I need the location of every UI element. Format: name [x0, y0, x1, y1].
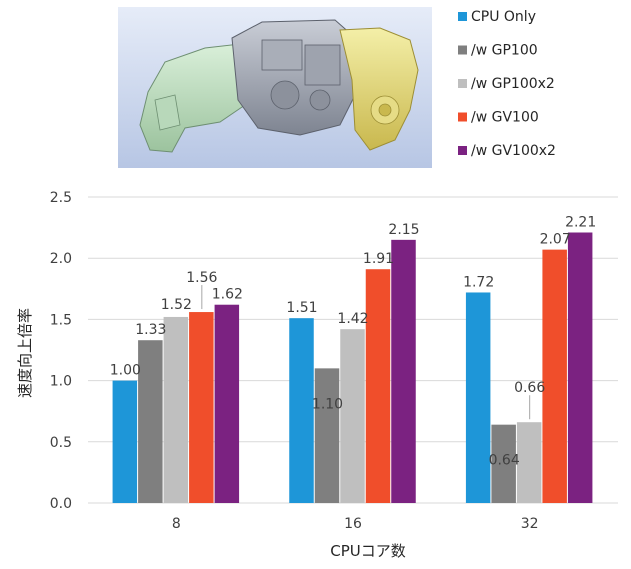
data-label: 2.07	[540, 232, 571, 248]
y-tick-label: 1.5	[50, 312, 72, 328]
y-tick-label: 2.5	[50, 190, 72, 206]
y-tick-label: 2.0	[50, 251, 72, 267]
y-axis-ticks: 0.0 0.5 1.0 1.5 2.0 2.5	[50, 190, 72, 512]
legend-label: /w GV100x2	[471, 143, 556, 159]
legend-swatch	[458, 79, 467, 88]
data-label: 1.91	[363, 251, 394, 267]
legend-swatch	[458, 112, 467, 122]
data-labels: 1.00 1.33 1.52 1.561.62 1.51 1.10 1.42 1.91 2.15…	[110, 214, 597, 468]
data-label: 1.56	[186, 270, 217, 286]
legend: CPU Only/w GP100/w GP100x2/w GV100/w GV1…	[458, 9, 556, 159]
bar	[340, 329, 365, 503]
legend-swatch	[458, 146, 467, 155]
x-axis-title: CPUコア数	[330, 542, 406, 560]
y-tick-label: 0.5	[50, 435, 72, 451]
data-label: 0.64	[489, 453, 520, 469]
bar	[391, 239, 416, 503]
y-axis-title: 速度向上倍率	[16, 308, 34, 398]
bar	[138, 340, 163, 503]
legend-label: /w GP100x2	[471, 76, 555, 92]
bar	[465, 292, 491, 503]
x-tick-label: 8	[172, 516, 181, 532]
data-label: 1.00	[110, 363, 141, 379]
gearbox-model-image	[118, 7, 432, 168]
data-label: 1.51	[286, 300, 317, 316]
legend-label: /w GV100	[471, 110, 539, 126]
bar	[542, 249, 567, 503]
data-label: 1.10	[312, 396, 343, 412]
y-tick-label: 0.0	[50, 496, 72, 512]
x-tick-label: 32	[521, 516, 539, 532]
data-label: 1.62	[212, 287, 243, 303]
bar	[314, 368, 340, 503]
bars	[112, 232, 593, 503]
data-label: 0.66	[514, 380, 545, 396]
bar	[163, 316, 189, 503]
x-axis-ticks: 8 16 32	[172, 516, 539, 532]
bar	[289, 318, 314, 503]
data-label: 1.52	[161, 297, 192, 313]
bar	[365, 269, 391, 503]
bar	[112, 380, 138, 503]
bar	[214, 304, 240, 503]
bar	[567, 232, 593, 503]
legend-label: CPU Only	[471, 9, 536, 25]
bar	[189, 312, 214, 503]
data-label: 2.15	[388, 222, 419, 238]
data-label: 1.33	[135, 322, 166, 338]
bar	[491, 424, 516, 503]
bar	[516, 422, 542, 503]
data-label: 2.21	[565, 214, 596, 230]
data-label: 1.42	[337, 311, 368, 327]
legend-swatch	[458, 45, 467, 55]
legend-swatch	[458, 12, 467, 21]
data-label: 1.72	[463, 274, 494, 290]
leader-lines	[201, 285, 531, 420]
x-tick-label: 16	[344, 516, 362, 532]
y-tick-label: 1.0	[50, 374, 72, 390]
legend-label: /w GP100	[471, 43, 538, 59]
